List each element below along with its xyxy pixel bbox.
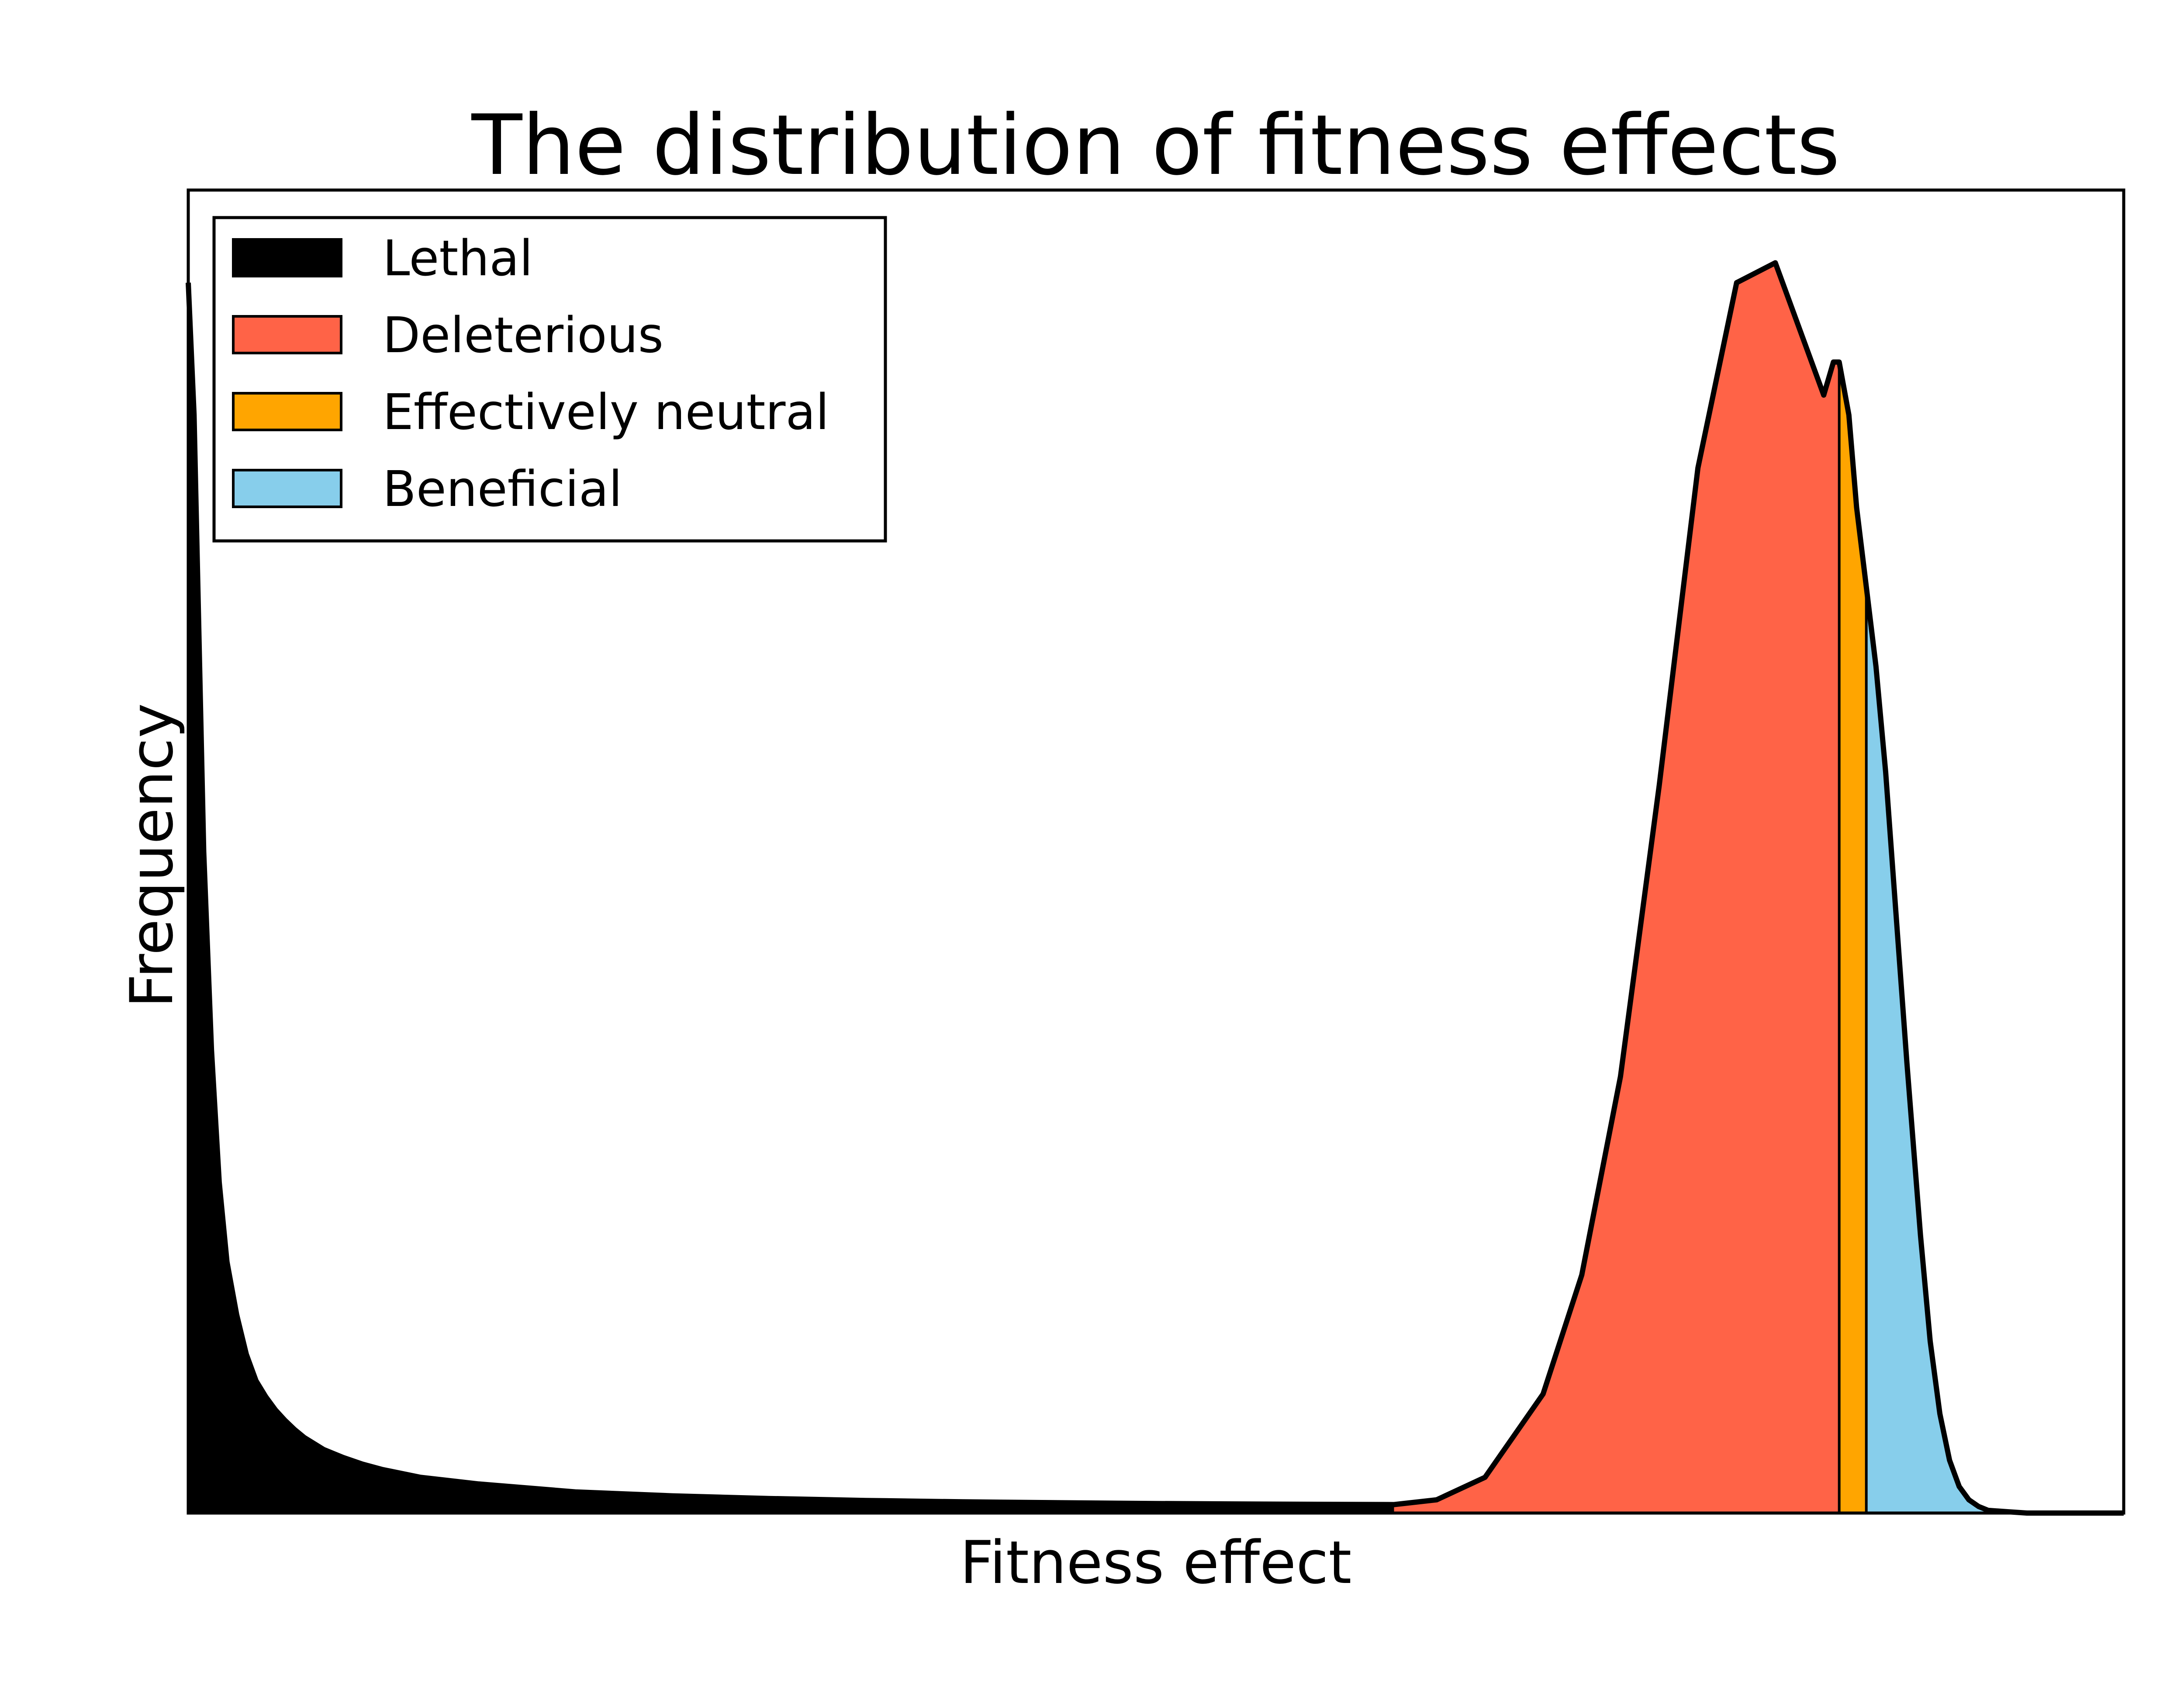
area-beneficial xyxy=(1866,587,2124,1513)
x-axis-label: Fitness effect xyxy=(960,1528,1352,1597)
y-axis-label: Frequency xyxy=(117,703,186,1008)
legend-swatch-lethal xyxy=(232,238,342,277)
legend-swatch-deleterious xyxy=(232,315,342,354)
legend-swatch-beneficial xyxy=(232,469,342,508)
chart-title: The distribution of fitness effects xyxy=(471,97,1840,194)
distribution-outline xyxy=(186,260,2124,1516)
area-deleterious xyxy=(1394,263,1839,1513)
area-effectively-neutral xyxy=(1839,362,1866,1513)
plot-areas xyxy=(188,263,2124,1513)
legend-label-effectively-neutral: Effectively neutral xyxy=(383,384,829,441)
legend: Lethal Deleterious Effectively neutral Bene… xyxy=(212,216,887,543)
legend-swatch-effectively-neutral xyxy=(232,392,342,431)
legend-entries: Lethal Deleterious Effectively neutral Bene… xyxy=(232,230,829,518)
legend-label-deleterious: Deleterious xyxy=(383,307,663,364)
legend-label-beneficial: Beneficial xyxy=(383,461,622,518)
plot-frame xyxy=(187,188,2125,1515)
category-dividers xyxy=(1838,362,1868,1513)
legend-label-lethal: Lethal xyxy=(383,230,533,287)
